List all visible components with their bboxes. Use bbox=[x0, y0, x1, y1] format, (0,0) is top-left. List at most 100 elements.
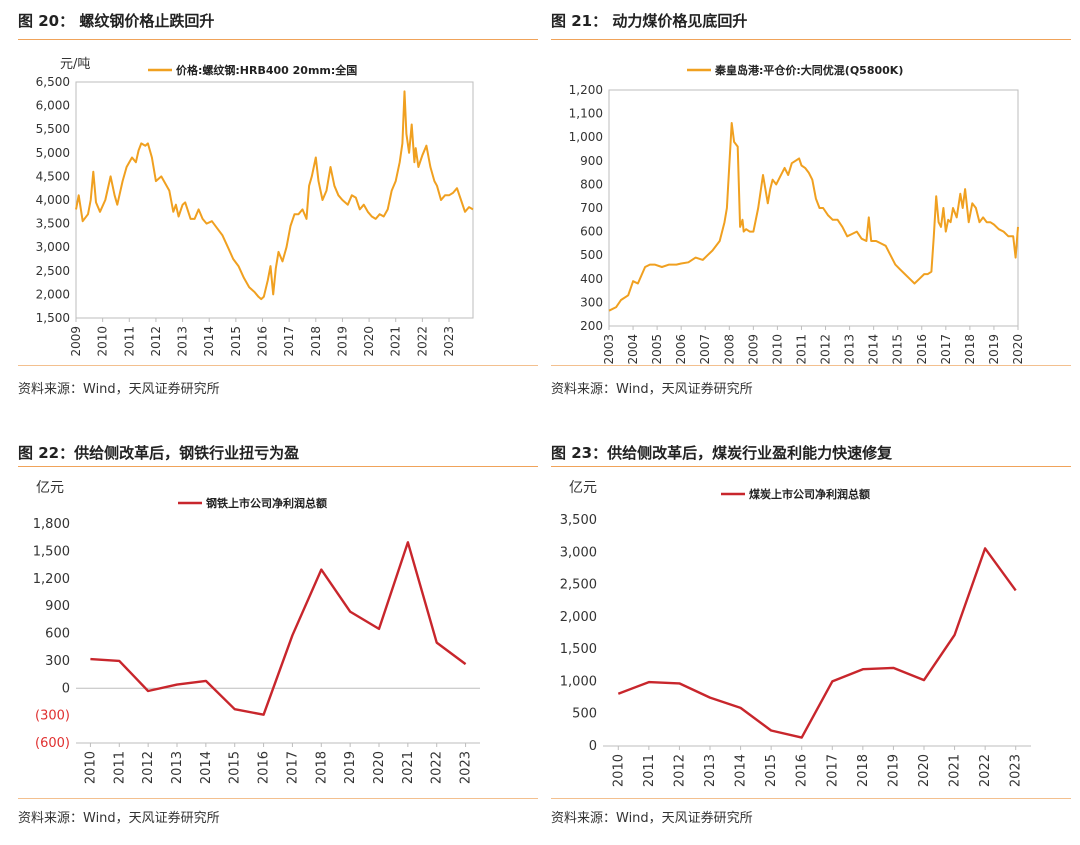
series-line bbox=[75, 90, 474, 301]
x-tick-label: 2010 bbox=[611, 754, 626, 787]
figure-coal-price: 图 21： 动力煤价格见底回升 200 300 400 500 600 700 800 900… bbox=[551, 10, 1071, 400]
x-tick-label: 2019 bbox=[987, 334, 1001, 365]
x-tick-label: 2007 bbox=[698, 334, 712, 365]
y-tick-label: 500 bbox=[572, 707, 597, 722]
figure-title: 图 21： 动力煤价格见底回升 bbox=[551, 12, 748, 30]
x-tick-label: 2017 bbox=[825, 754, 840, 787]
series-line bbox=[608, 122, 1019, 312]
y-tick-label: 500 bbox=[580, 248, 603, 262]
legend-label: 煤炭上市公司净利润总额 bbox=[749, 487, 870, 501]
y-tick-label: 3,500 bbox=[36, 217, 70, 231]
y-tick-label: 2,500 bbox=[560, 578, 597, 593]
x-tick-label: 2014 bbox=[734, 754, 749, 787]
x-tick-label: 2018 bbox=[314, 751, 329, 784]
y-tick-label: 1,000 bbox=[569, 130, 603, 144]
x-tick-label: 2023 bbox=[459, 751, 474, 784]
x-tick-label: 2015 bbox=[228, 751, 243, 784]
x-tick-label: 2012 bbox=[672, 754, 687, 787]
x-tick-label: 2018 bbox=[309, 326, 323, 357]
y-tick-label: 4,500 bbox=[36, 169, 70, 183]
x-tick-label: 2018 bbox=[856, 754, 871, 787]
source-note: 资料来源：Wind，天风证券研究所 bbox=[18, 382, 220, 397]
source-rule bbox=[18, 365, 538, 366]
legend-label: 价格:螺纹钢:HRB400 20mm:全国 bbox=[176, 63, 357, 77]
x-tick-label: 2019 bbox=[343, 751, 358, 784]
x-tick-label: 2023 bbox=[442, 326, 456, 357]
y-tick-label: 300 bbox=[45, 654, 70, 669]
y-tick-label: 400 bbox=[580, 272, 603, 286]
title-rule bbox=[551, 39, 1071, 40]
x-tick-label: 2014 bbox=[202, 326, 216, 357]
y-tick-label: 1,100 bbox=[569, 107, 603, 121]
source-note: 资料来源：Wind，天风证券研究所 bbox=[551, 811, 753, 826]
x-tick-label: 2014 bbox=[867, 334, 881, 365]
x-tick-label: 2021 bbox=[401, 751, 416, 784]
title-rule bbox=[551, 466, 1071, 467]
y-tick-label: 900 bbox=[580, 154, 603, 168]
figure-steel-price: 图 20： 螺纹钢价格止跌回升 1,500 2,000 2,500 3,000 3,50… bbox=[18, 10, 538, 400]
x-tick-label: 2016 bbox=[256, 326, 270, 357]
x-tick-label: 2013 bbox=[170, 751, 185, 784]
x-tick-label: 2015 bbox=[891, 334, 905, 365]
y-tick-label: 6,500 bbox=[36, 75, 70, 89]
title-rule bbox=[18, 466, 538, 467]
x-tick-label: 2010 bbox=[770, 334, 784, 365]
x-tick-label: 2023 bbox=[1009, 754, 1024, 787]
y-tick-label: 1,200 bbox=[33, 572, 70, 587]
y-tick-label: 600 bbox=[580, 225, 603, 239]
source-rule bbox=[551, 798, 1071, 799]
x-tick-label: 2022 bbox=[415, 326, 429, 357]
legend-label: 秦皇岛港:平仓价:大同优混(Q5800K) bbox=[714, 63, 903, 77]
y-tick-label: 1,200 bbox=[569, 83, 603, 97]
y-tick-label: 1,500 bbox=[36, 311, 70, 325]
source-note: 资料来源：Wind，天风证券研究所 bbox=[551, 382, 753, 397]
chart-steel-price: 1,500 2,000 2,500 3,000 3,500 4,000 4,500 5,000… bbox=[36, 57, 474, 357]
x-tick-label: 2015 bbox=[229, 326, 243, 357]
x-tick-label: 2009 bbox=[69, 326, 83, 357]
x-tick-label: 2020 bbox=[917, 754, 932, 787]
x-tick-label: 2020 bbox=[362, 326, 376, 357]
legend-label: 钢铁上市公司净利润总额 bbox=[206, 496, 327, 510]
x-tick-label: 2017 bbox=[285, 751, 300, 784]
source-rule bbox=[18, 798, 538, 799]
x-tick-label: 2017 bbox=[939, 334, 953, 365]
y-tick-label: 5,500 bbox=[36, 122, 70, 136]
y-axis-unit: 亿元 bbox=[36, 480, 64, 496]
x-tick-label: 2013 bbox=[176, 326, 190, 357]
x-tick-label: 2016 bbox=[915, 334, 929, 365]
y-tick-label: (300) bbox=[35, 709, 70, 724]
x-tick-label: 2019 bbox=[335, 326, 349, 357]
source-rule bbox=[551, 365, 1071, 366]
x-tick-label: 2009 bbox=[746, 334, 760, 365]
y-axis-unit: 亿元 bbox=[569, 480, 597, 496]
y-tick-label: 600 bbox=[45, 627, 70, 642]
y-tick-label: 200 bbox=[580, 319, 603, 333]
figure-steel-profit: 图 22：供给侧改革后，钢铁行业扭亏为盈 (600) (300) 0 300 600 90… bbox=[18, 442, 538, 842]
series-line bbox=[90, 541, 467, 716]
y-tick-label: 0 bbox=[589, 739, 597, 754]
x-tick-label: 2008 bbox=[722, 334, 736, 365]
x-tick-label: 2013 bbox=[843, 334, 857, 365]
x-tick-label: 2019 bbox=[886, 754, 901, 787]
chart-coal-price: 200 300 400 500 600 700 800 900 1,000 1,100 1,200 2… bbox=[569, 63, 1025, 365]
y-tick-label: 3,000 bbox=[560, 545, 597, 560]
y-tick-label: 2,500 bbox=[36, 264, 70, 278]
y-tick-label: 6,000 bbox=[36, 99, 70, 113]
y-tick-label: 1,500 bbox=[560, 642, 597, 657]
x-tick-label: 2004 bbox=[626, 334, 640, 365]
x-tick-label: 2017 bbox=[282, 326, 296, 357]
x-tick-label: 2012 bbox=[819, 334, 833, 365]
x-tick-label: 2020 bbox=[372, 751, 387, 784]
plot-frame bbox=[608, 89, 1019, 327]
y-tick-label: 1,800 bbox=[33, 517, 70, 532]
x-tick-label: 2016 bbox=[257, 751, 272, 784]
x-tick-label: 2010 bbox=[83, 751, 98, 784]
x-tick-label: 2011 bbox=[794, 334, 808, 365]
x-tick-label: 2018 bbox=[963, 334, 977, 365]
y-tick-label: 2,000 bbox=[560, 610, 597, 625]
y-tick-label: 1,500 bbox=[33, 544, 70, 559]
x-tick-label: 2005 bbox=[650, 334, 664, 365]
x-tick-label: 2012 bbox=[149, 326, 163, 357]
y-tick-label: 3,000 bbox=[36, 240, 70, 254]
y-axis-unit: 元/吨 bbox=[60, 57, 90, 72]
